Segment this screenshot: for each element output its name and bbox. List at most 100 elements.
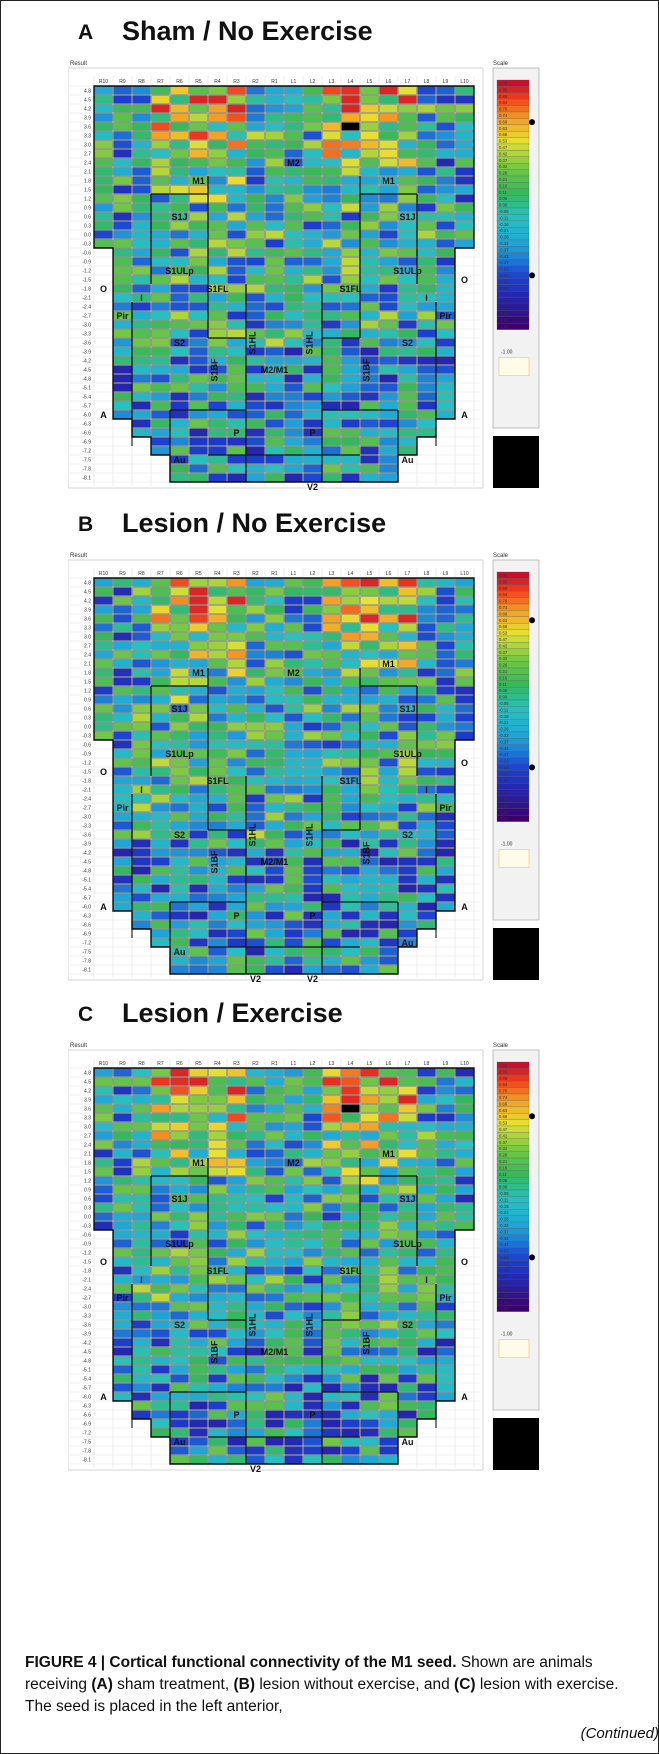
caption-text: lesion without exercise, and [255, 1676, 455, 1693]
heatmap-cell [436, 1275, 455, 1284]
heatmap-cell [246, 212, 265, 221]
heatmap-cell [417, 302, 436, 311]
heatmap-cell [246, 1302, 265, 1311]
heatmap-cell [265, 1311, 284, 1320]
row-label: -2.1 [82, 1278, 91, 1284]
column-label: R1 [271, 571, 278, 577]
heatmap-cell [360, 1446, 379, 1455]
heatmap-cell [151, 221, 170, 230]
heatmap-cell [322, 884, 341, 893]
heatmap-cell [284, 365, 303, 374]
heatmap-cell [379, 1113, 398, 1122]
heatmap-cell [360, 623, 379, 632]
row-label: 4.5 [84, 590, 91, 596]
heatmap-cell [208, 1167, 227, 1176]
heatmap-cell [265, 1185, 284, 1194]
scale-tick-label: 0.84 [499, 1082, 508, 1087]
heatmap-cell [151, 1275, 170, 1284]
heatmap-cell [398, 641, 417, 650]
heatmap-cell [322, 1437, 341, 1446]
heatmap-cell [455, 212, 474, 221]
row-label: 2.1 [84, 1152, 91, 1158]
heatmap-cell [322, 86, 341, 95]
heatmap-cell [284, 338, 303, 347]
heatmap-cell [132, 86, 151, 95]
heatmap-cell [341, 686, 360, 695]
heatmap-cell [94, 1086, 113, 1095]
heatmap-cell [322, 1140, 341, 1149]
heatmap-cell [322, 695, 341, 704]
heatmap-cell [113, 1329, 132, 1338]
heatmap-cell [227, 176, 246, 185]
region-label: I [140, 1275, 143, 1285]
heatmap-cell [265, 1401, 284, 1410]
heatmap-cell [322, 356, 341, 365]
column-label: R5 [195, 1061, 202, 1067]
heatmap-cell [341, 1329, 360, 1338]
heatmap-cell [436, 293, 455, 302]
heatmap-cell [417, 848, 436, 857]
scale-tick-label: -0.05 [499, 701, 509, 706]
heatmap-cell [170, 902, 189, 911]
heatmap-cell [303, 1437, 322, 1446]
row-label: 4.8 [84, 1071, 91, 1077]
heatmap-cell [94, 641, 113, 650]
heatmap-cell [341, 338, 360, 347]
heatmap-cell [170, 1374, 189, 1383]
heatmap-cell [284, 1284, 303, 1293]
heatmap-cell [265, 1419, 284, 1428]
heatmap-cell [360, 131, 379, 140]
heatmap-cell [246, 1338, 265, 1347]
heatmap-cell [94, 650, 113, 659]
region-label: M1 [382, 1149, 395, 1159]
heatmap-cell [341, 1410, 360, 1419]
heatmap-cell [303, 1239, 322, 1248]
heatmap-cell [132, 356, 151, 365]
row-label: 3.9 [84, 1098, 91, 1104]
heatmap-cell [265, 104, 284, 113]
heatmap-cell [151, 875, 170, 884]
heatmap-cell [113, 1113, 132, 1122]
heatmap-cell [189, 713, 208, 722]
heatmap-cell [246, 1284, 265, 1293]
caption-text: sham treatment, [112, 1676, 234, 1693]
row-label: 0.9 [84, 698, 91, 704]
heatmap-cell [284, 677, 303, 686]
heatmap-cell [360, 1293, 379, 1302]
heatmap-cell [208, 1374, 227, 1383]
heatmap-cell [113, 95, 132, 104]
heatmap-cell [436, 383, 455, 392]
heatmap-cell [341, 965, 360, 974]
heatmap-cell [417, 713, 436, 722]
heatmap-cell [341, 1248, 360, 1257]
heatmap-cell [379, 812, 398, 821]
heatmap-cell [265, 893, 284, 902]
heatmap-cell [113, 176, 132, 185]
heatmap-cell [132, 1095, 151, 1104]
scale-black-box [493, 928, 539, 980]
heatmap-cell [398, 1284, 417, 1293]
heatmap-cell [455, 95, 474, 104]
heatmap-cell [398, 1365, 417, 1374]
heatmap-cell [246, 641, 265, 650]
heatmap-cell [379, 848, 398, 857]
heatmap-cell [398, 176, 417, 185]
heatmap-cell [322, 383, 341, 392]
heatmap-cell [132, 1149, 151, 1158]
heatmap-cell [303, 1266, 322, 1275]
heatmap-cell [303, 203, 322, 212]
heatmap-cell [398, 614, 417, 623]
caption-ref-a: (A) [91, 1676, 113, 1693]
heatmap-cell [303, 1455, 322, 1464]
heatmap-cell [417, 1185, 436, 1194]
heatmap-cell [436, 767, 455, 776]
heatmap-cell [322, 1329, 341, 1338]
heatmap-cell [151, 920, 170, 929]
column-label: L2 [310, 79, 316, 85]
heatmap-cell [303, 614, 322, 623]
heatmap-cell [322, 830, 341, 839]
heatmap-cell [113, 104, 132, 113]
heatmap-cell [170, 1176, 189, 1185]
heatmap-cell [436, 884, 455, 893]
heatmap-cell [322, 677, 341, 686]
